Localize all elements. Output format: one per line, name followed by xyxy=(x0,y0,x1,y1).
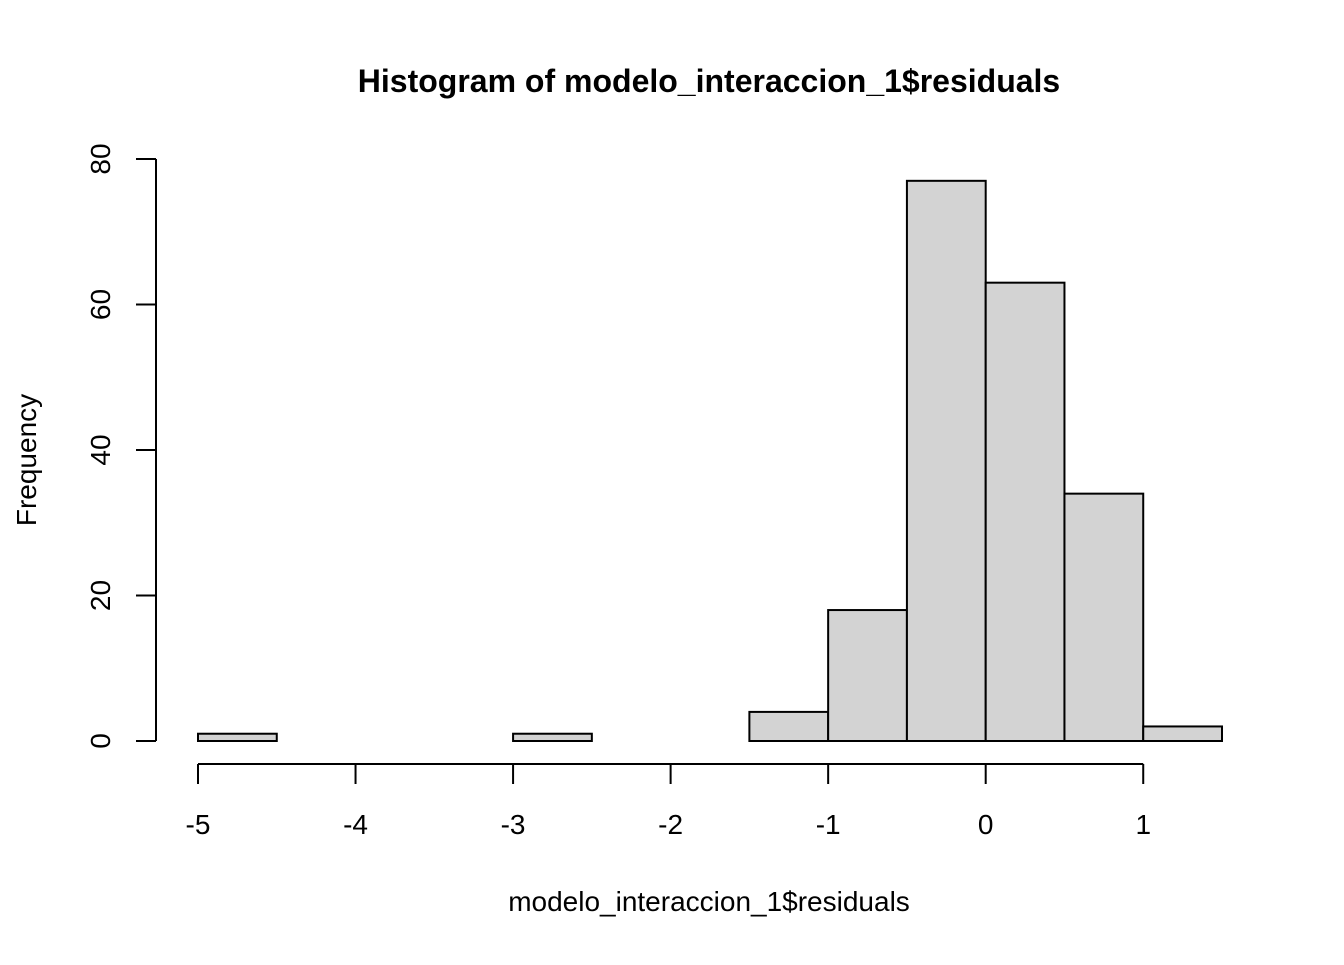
x-tick-label: -4 xyxy=(343,809,368,840)
y-axis-label: Frequency xyxy=(11,394,42,526)
histogram-bar xyxy=(827,609,908,742)
histogram-bar xyxy=(1063,492,1145,742)
x-tick-label: -5 xyxy=(186,809,211,840)
x-tick-label: -1 xyxy=(816,809,841,840)
y-tick-label: 60 xyxy=(85,289,116,320)
x-axis-label: modelo_interaccion_1$residuals xyxy=(508,886,910,917)
x-axis: -5 -4 -3 -2 -1 0 1 xyxy=(186,763,1151,840)
histogram-bar xyxy=(984,281,1066,742)
x-tick-label: 1 xyxy=(1135,809,1151,840)
y-tick-label: 40 xyxy=(85,434,116,465)
histogram-bar xyxy=(905,179,987,742)
chart-title: Histogram of modelo_interaccion_1$residu… xyxy=(358,63,1060,99)
x-tick-label: 0 xyxy=(978,809,994,840)
x-tick-label: -2 xyxy=(658,809,683,840)
x-tick-label: -3 xyxy=(501,809,526,840)
histogram-bar xyxy=(748,710,830,743)
histogram-bar xyxy=(512,732,593,742)
y-tick-label: 80 xyxy=(85,143,116,174)
histogram-bar xyxy=(197,732,278,742)
bars-layer xyxy=(197,179,1223,743)
y-tick-label: 0 xyxy=(85,733,116,749)
histogram-bar xyxy=(1142,725,1223,743)
y-tick-label: 20 xyxy=(85,580,116,611)
y-axis: 0 20 40 60 80 xyxy=(85,143,157,749)
